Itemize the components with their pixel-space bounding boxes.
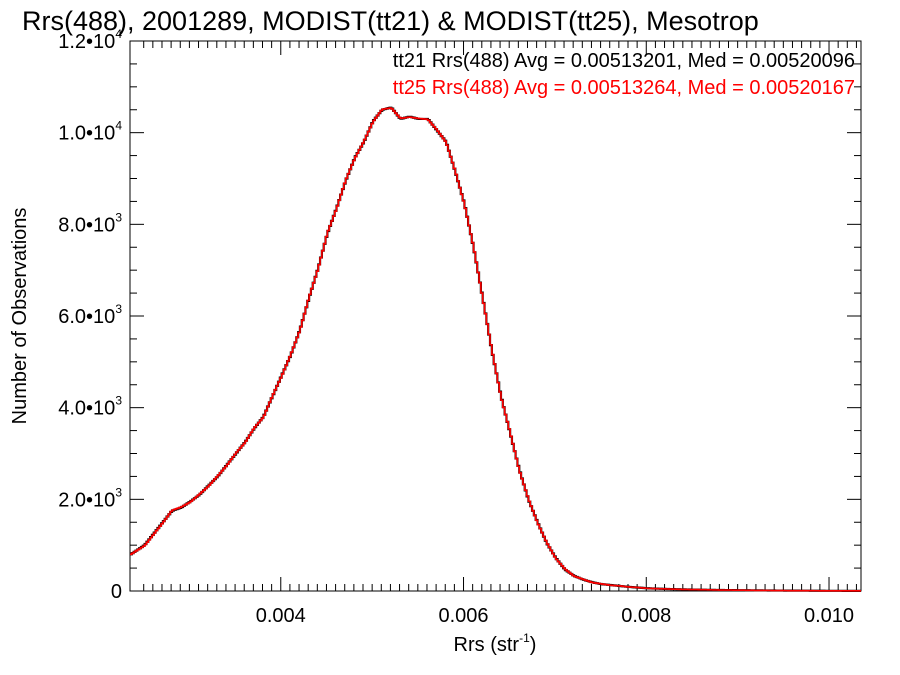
- y-tick-label-exponent: 3: [115, 485, 122, 499]
- x-axis-ticks: [143, 41, 857, 591]
- x-axis-label-text: Rrs (str: [454, 634, 520, 656]
- y-tick-label-exponent: 4: [115, 119, 122, 133]
- y-tick-label: 1.0•104: [58, 119, 122, 145]
- y-tick-label-exponent: 3: [115, 302, 122, 316]
- y-tick-label-text: 2.0•10: [58, 489, 115, 511]
- legend-annotations: tt21 Rrs(488) Avg = 0.00513201, Med = 0.…: [393, 50, 855, 99]
- y-tick-label: 2.0•103: [58, 485, 122, 511]
- x-axis-label-exponent: -1: [519, 631, 530, 645]
- y-tick-label-text: 1.2•10: [58, 31, 115, 53]
- y-tick-label: 1.2•104: [58, 27, 122, 53]
- plot-frame: [129, 40, 862, 592]
- legend-annotation-1: tt21 Rrs(488) Avg = 0.00513201, Med = 0.…: [393, 50, 855, 72]
- x-tick-label: 0.010: [804, 605, 854, 627]
- y-tick-label: 4.0•103: [58, 394, 122, 420]
- y-axis-label: Number of Observations: [9, 208, 31, 425]
- y-tick-label: 6.0•103: [58, 302, 122, 328]
- series-line-tt21: [130, 106, 861, 592]
- x-axis-label-end: ): [530, 634, 537, 656]
- y-tick-label-exponent: 3: [115, 394, 122, 408]
- y-tick-label-text: 0: [111, 581, 122, 603]
- y-tick-label-text: 4.0•10: [58, 398, 115, 420]
- series-layer: [130, 106, 861, 592]
- chart-title: Rrs(488), 2001289, MODIST(tt21) & MODIST…: [22, 6, 759, 36]
- y-tick-label-exponent: 3: [115, 210, 122, 224]
- y-tick-label: 0: [111, 581, 122, 603]
- series-line-tt25: [130, 107, 861, 592]
- y-tick-label: 8.0•103: [58, 210, 122, 236]
- x-axis-label: Rrs (str-1): [454, 631, 537, 656]
- y-tick-label-text: 1.0•10: [58, 123, 115, 145]
- y-tick-label-exponent: 4: [115, 27, 122, 41]
- y-tick-label-text: 8.0•10: [58, 214, 115, 236]
- x-tick-label: 0.008: [621, 605, 671, 627]
- x-tick-label: 0.004: [256, 605, 306, 627]
- x-tick-label: 0.006: [438, 605, 488, 627]
- y-axis-tick-labels: 02.0•1034.0•1036.0•1038.0•1031.0•1041.2•…: [58, 27, 122, 603]
- y-axis-ticks: [130, 40, 861, 592]
- x-axis-tick-labels: 0.004 0.006 0.008 0.010: [256, 605, 854, 627]
- legend-annotation-2: tt25 Rrs(488) Avg = 0.00513264, Med = 0.…: [393, 77, 855, 99]
- y-tick-label-text: 6.0•10: [58, 306, 115, 328]
